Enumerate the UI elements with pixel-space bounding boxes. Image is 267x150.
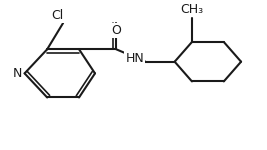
Text: HN: HN — [125, 52, 144, 65]
Text: O: O — [111, 24, 121, 38]
Text: N: N — [13, 67, 22, 80]
Text: Cl: Cl — [52, 9, 64, 22]
Text: CH₃: CH₃ — [180, 3, 203, 16]
